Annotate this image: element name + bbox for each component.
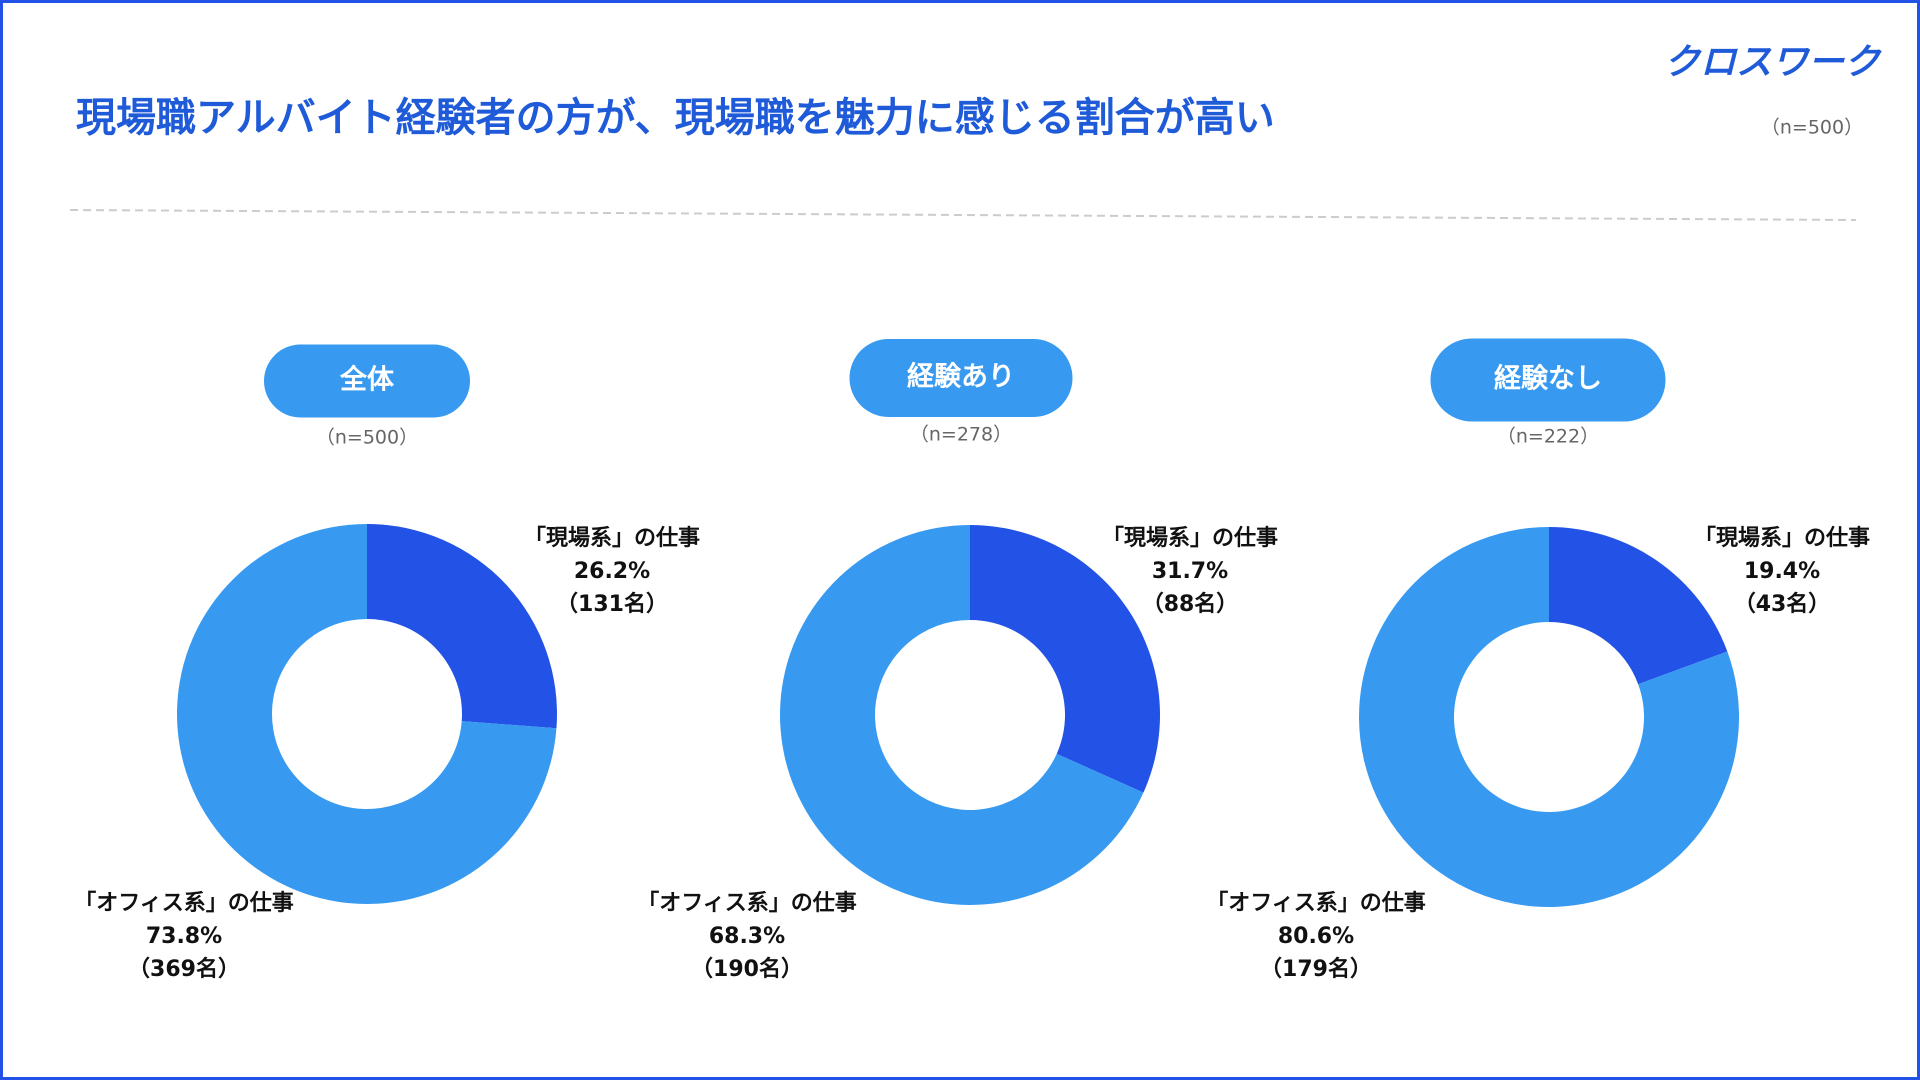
- sample-size: （n=500）: [1761, 117, 1863, 139]
- group-sample-size: （n=278）: [910, 424, 1012, 446]
- segment-percent: 80.6%: [1278, 924, 1354, 949]
- segment-label: 「現場系」の仕事: [524, 525, 700, 551]
- donut-segment: [1549, 527, 1728, 685]
- donut-segment: [177, 524, 557, 904]
- segment-percent: 73.8%: [146, 924, 222, 949]
- logo: クロスワーク: [1664, 42, 1882, 83]
- group-pill: [849, 339, 1073, 417]
- segment-count: （190名）: [691, 956, 803, 982]
- segment-label: 「オフィス系」の仕事: [637, 890, 857, 916]
- segment-percent: 19.4%: [1744, 559, 1820, 584]
- group-pill: [1430, 338, 1666, 422]
- segment-count: （88名）: [1142, 591, 1239, 617]
- donut-segment: [367, 524, 557, 729]
- donut-segment: [780, 525, 1144, 906]
- group-sample-size: （n=222）: [1497, 426, 1599, 448]
- group-title: 経験あり: [907, 361, 1015, 393]
- donut-segment: [970, 525, 1160, 793]
- group-pill: [264, 344, 470, 418]
- group-title: 経験なし: [1494, 363, 1602, 395]
- segment-count: （369名）: [128, 956, 240, 982]
- group-title: 全体: [339, 364, 395, 396]
- segment-count: （43名）: [1734, 591, 1831, 617]
- group-sample-size: （n=500）: [316, 427, 418, 449]
- slide-title: 現場職アルバイト経験者の方が、現場職を魅力に感じる割合が高い: [76, 95, 1275, 141]
- segment-label: 「現場系」の仕事: [1102, 525, 1278, 551]
- segment-count: （179名）: [1260, 956, 1372, 982]
- segment-label: 「オフィス系」の仕事: [74, 890, 294, 916]
- segment-count: （131名）: [556, 591, 668, 617]
- segment-percent: 26.2%: [574, 559, 650, 584]
- divider: [69, 209, 1857, 221]
- segment-percent: 31.7%: [1152, 559, 1228, 584]
- segment-percent: 68.3%: [709, 924, 785, 949]
- segment-label: 「現場系」の仕事: [1694, 525, 1870, 551]
- segment-label: 「オフィス系」の仕事: [1206, 890, 1426, 916]
- donut-segment: [1359, 527, 1739, 907]
